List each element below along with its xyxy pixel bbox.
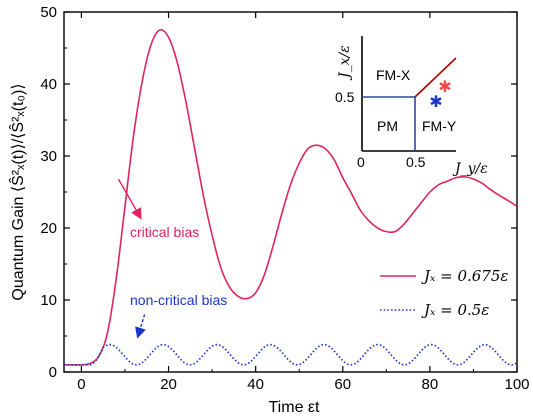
arrow-critical-bias (117, 178, 142, 220)
inset-region-fmy: FM-Y (422, 118, 457, 134)
axis-ticks: 0 20 40 60 80 100 0 10 20 30 40 50 (40, 4, 529, 393)
y-tick-label: 10 (40, 292, 57, 309)
inset-ytick-0.5: 0.5 (335, 89, 355, 105)
series-line-critical (63, 28, 518, 366)
annotation-layer (117, 178, 146, 339)
y-tick-label: 30 (40, 148, 57, 165)
x-tick-label: 40 (247, 376, 264, 393)
arrow-noncritical-bias (135, 314, 146, 339)
y-tick-label: 50 (40, 4, 57, 21)
legend: Jₓ = 0.675ε Jₓ = 0.5ε (380, 267, 508, 319)
x-tick-label: 80 (422, 376, 439, 393)
inset-marker-blue: ✱ (429, 92, 442, 111)
legend-label-critical: Jₓ = 0.675ε (421, 267, 508, 285)
inset-y-axis-label: J_x/ε (337, 45, 353, 81)
inset-xtick-0.5: 0.5 (406, 154, 426, 170)
annotation-critical-bias: critical bias (130, 224, 199, 240)
x-axis-title: Time εt (269, 399, 321, 416)
x-tick-label: 60 (334, 376, 351, 393)
phase-diagram-inset: FM-X PM FM-Y 0.5 0 0.5 J_y/ε J_x/ε ✱ ✱ (335, 36, 510, 177)
x-tick-label: 0 (77, 376, 85, 393)
inset-background (350, 36, 510, 154)
y-tick-label: 40 (40, 76, 57, 93)
inset-region-pm: PM (377, 118, 398, 134)
inset-marker-red: ✱ (438, 77, 451, 96)
x-tick-label: 100 (504, 376, 529, 393)
annotation-noncritical-bias: non-critical bias (130, 292, 227, 308)
inset-x-axis-label: J_y/ε (452, 161, 488, 177)
y-tick-label: 0 (49, 364, 57, 381)
series-line-noncritical (64, 343, 517, 366)
x-tick-label: 20 (160, 376, 177, 393)
inset-xtick-0: 0 (357, 154, 365, 170)
series-layer (63, 28, 518, 366)
inset-critical-line (414, 57, 457, 98)
inset-region-fmx: FM-X (376, 67, 411, 83)
y-axis-title: Quantum Gain ⟨Ŝ²ₓ(t)⟩/⟨Ŝ²ₓ(t₀)⟩ (8, 83, 27, 300)
y-tick-label: 20 (40, 220, 57, 237)
legend-label-noncritical: Jₓ = 0.5ε (421, 301, 489, 319)
